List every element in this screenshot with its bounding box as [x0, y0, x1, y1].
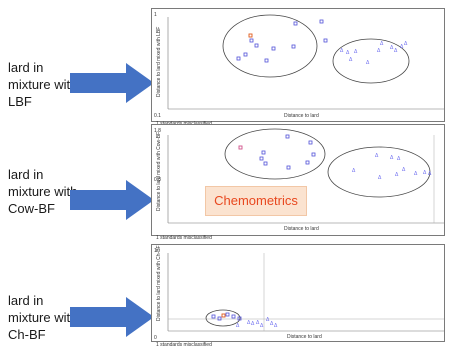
svg-text:Δ: Δ [394, 48, 398, 54]
svg-text:Δ: Δ [266, 317, 270, 323]
x-axis-label: Distance to lard [284, 226, 319, 232]
svg-text:Δ: Δ [380, 41, 384, 47]
svg-text:Δ: Δ [354, 49, 358, 55]
svg-text:Δ: Δ [256, 320, 260, 326]
y-axis-label: Distance to lard mixed with Cow-BF [156, 131, 162, 211]
svg-text:Δ: Δ [377, 48, 381, 54]
y-axis-mid: 0.8 [154, 177, 161, 183]
label-ch-bf: lard in mixture with Ch-BF [8, 293, 78, 342]
y-axis-top: 1.8 [154, 128, 161, 134]
y-axis-top: 1 [154, 12, 157, 18]
svg-text:Δ: Δ [400, 44, 404, 50]
label-lbf: lard in mixture with LBF [8, 60, 78, 109]
right-arrow-icon [70, 63, 154, 103]
footnote: 1 standards misclassified [156, 235, 212, 241]
svg-text:Δ: Δ [236, 323, 240, 329]
svg-text:Δ: Δ [414, 171, 418, 177]
svg-text:Δ: Δ [404, 41, 408, 47]
x-axis-label: Distance to lard [287, 334, 322, 340]
right-arrow-icon [70, 180, 154, 220]
svg-text:Δ: Δ [270, 321, 274, 327]
x-axis-label: Distance to lard [284, 113, 319, 119]
svg-text:Δ: Δ [378, 175, 382, 181]
svg-text:Δ: Δ [390, 45, 394, 51]
svg-text:Δ: Δ [352, 168, 356, 174]
y-axis-top: 1 [154, 248, 157, 254]
footnote: 1 standards misclassified [156, 342, 212, 348]
svg-text:Δ: Δ [274, 323, 278, 329]
svg-text:Δ: Δ [346, 50, 350, 56]
chemometrics-badge: Chemometrics [205, 186, 307, 216]
right-arrow-icon [70, 297, 154, 337]
y-axis-label: Distance to lard mixed with LBF [156, 26, 162, 97]
x-axis-start: 0.1 [154, 113, 161, 119]
svg-text:Δ: Δ [390, 155, 394, 161]
svg-text:Δ: Δ [428, 171, 432, 177]
svg-text:Δ: Δ [366, 60, 370, 66]
svg-text:Δ: Δ [251, 321, 255, 327]
svg-text:Δ: Δ [260, 323, 264, 329]
svg-text:Δ: Δ [397, 156, 401, 162]
label-cow-bf: lard in mixture with Cow-BF [8, 167, 78, 216]
x-axis-start: 0 [154, 335, 157, 341]
svg-text:Δ: Δ [423, 170, 427, 176]
svg-text:Δ: Δ [395, 172, 399, 178]
svg-text:Δ: Δ [402, 167, 406, 173]
y-axis-label: Distance to lard mixed with Ch-BF [156, 245, 162, 321]
svg-text:Δ: Δ [247, 320, 251, 326]
svg-text:Δ: Δ [340, 48, 344, 54]
svg-text:Δ: Δ [375, 153, 379, 159]
svg-text:Δ: Δ [349, 57, 353, 63]
